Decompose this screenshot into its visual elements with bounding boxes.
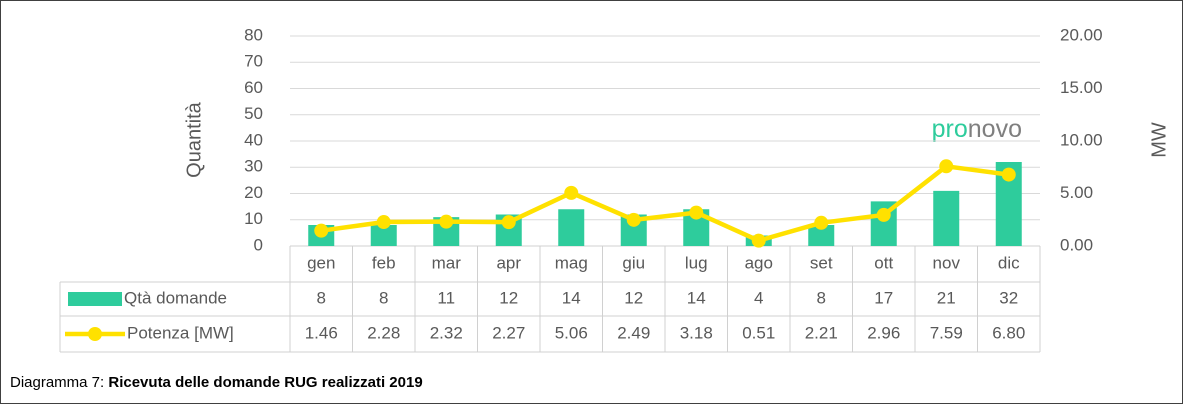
table-cell: 32: [999, 288, 1018, 307]
x-tick-label: apr: [496, 253, 521, 272]
line-marker: [876, 207, 891, 222]
legend-swatch: [68, 292, 122, 306]
table-cell: 7.59: [930, 323, 963, 342]
x-tick-label: mag: [555, 253, 588, 272]
bar: [933, 190, 960, 246]
y2-tick-label: 20.00: [1060, 25, 1103, 44]
legend-swatch: [88, 327, 102, 341]
table-cell: 14: [562, 288, 581, 307]
table-cell: 14: [687, 288, 706, 307]
bar: [808, 225, 835, 246]
table-cell: 2.21: [805, 323, 838, 342]
x-tick-label: giu: [622, 253, 645, 272]
line: [320, 164, 1010, 243]
logo-part: novo: [968, 115, 1022, 143]
line-marker: [939, 159, 954, 174]
line-marker: [314, 223, 329, 238]
x-tick-label: nov: [933, 253, 961, 272]
x-tick-label: gen: [307, 253, 335, 272]
table-cell: 2.32: [430, 323, 463, 342]
bar: [558, 209, 585, 246]
y2-tick-label: 5.00: [1060, 183, 1093, 202]
bar: [370, 225, 397, 246]
table-cell: 11: [437, 288, 455, 307]
x-tick-label: ago: [745, 253, 773, 272]
table-cell: 5.06: [555, 323, 588, 342]
legend-label: Qtà domande: [124, 288, 227, 307]
y-tick-label: 80: [244, 25, 263, 44]
x-tick-label: ott: [874, 253, 893, 272]
table-cell: 0.51: [742, 323, 775, 342]
line-marker: [564, 185, 579, 200]
table-cell: 8: [817, 288, 826, 307]
x-tick-label: feb: [372, 253, 396, 272]
table-cell: 12: [499, 288, 518, 307]
y2-tick-label: 0.00: [1060, 235, 1093, 254]
logo-part: pro: [932, 115, 968, 143]
y2-axis-label: MW: [1148, 122, 1170, 158]
line-marker: [689, 205, 704, 220]
y-tick-label: 70: [244, 52, 263, 71]
table-cell: 8: [379, 288, 388, 307]
table-cell: 8: [317, 288, 326, 307]
x-tick-label: dic: [998, 253, 1020, 272]
x-tick-label: lug: [685, 253, 708, 272]
y-axis-label: Quantità: [183, 101, 205, 177]
line-marker: [751, 233, 766, 248]
table-cell: 21: [937, 288, 956, 307]
table-cell: 1.46: [305, 323, 338, 342]
legend-label: Potenza [MW]: [127, 323, 234, 342]
y-tick-label: 10: [244, 209, 263, 228]
table-cell: 3.18: [680, 323, 713, 342]
table-cell: 2.49: [617, 323, 650, 342]
logo: pronovo: [932, 115, 1022, 143]
table-cell: 12: [624, 288, 643, 307]
x-tick-label: mar: [432, 253, 462, 272]
caption-title: Ricevuta delle domande RUG realizzati 20…: [108, 374, 422, 391]
y-tick-label: 50: [244, 104, 263, 123]
caption: Diagramma 7: Ricevuta delle domande RUG …: [10, 374, 423, 391]
caption-prefix: Diagramma 7:: [10, 374, 108, 391]
line-marker: [1001, 167, 1016, 182]
table-cell: 4: [754, 288, 763, 307]
line-marker: [439, 214, 454, 229]
line-marker: [814, 215, 829, 230]
y-tick-label: 60: [244, 78, 263, 97]
y-tick-label: 30: [244, 157, 263, 176]
table-cell: 2.27: [492, 323, 525, 342]
x-tick-label: set: [810, 253, 833, 272]
y-tick-label: 0: [254, 235, 263, 254]
table-cell: 17: [874, 288, 893, 307]
line-marker: [376, 215, 391, 230]
line-marker: [501, 215, 516, 230]
y-tick-label: 40: [244, 130, 263, 149]
line-marker: [626, 212, 641, 227]
table-cell: 2.96: [867, 323, 900, 342]
y2-tick-label: 15.00: [1060, 78, 1103, 97]
table-cell: 6.80: [992, 323, 1025, 342]
table-cell: 2.28: [367, 323, 400, 342]
y-tick-label: 20: [244, 183, 263, 202]
y2-tick-label: 10.00: [1060, 130, 1103, 149]
